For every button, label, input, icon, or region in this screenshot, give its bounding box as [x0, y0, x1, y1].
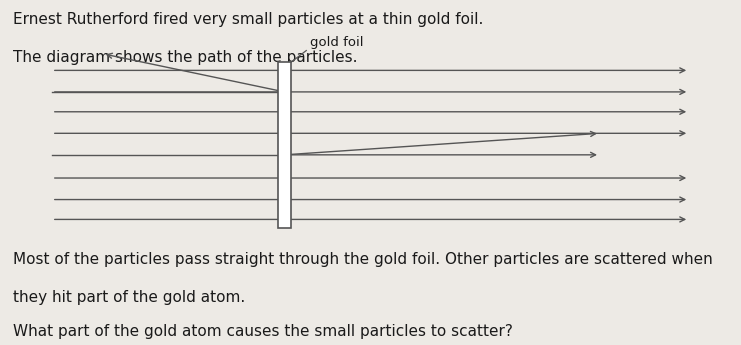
Text: The diagram shows the path of the particles.: The diagram shows the path of the partic… [13, 50, 358, 65]
Text: Ernest Rutherford fired very small particles at a thin gold foil.: Ernest Rutherford fired very small parti… [13, 12, 484, 27]
Bar [278, 62, 291, 228]
Text: gold foil: gold foil [310, 36, 363, 49]
Text: Most of the particles pass straight through the gold foil. Other particles are s: Most of the particles pass straight thro… [13, 252, 713, 267]
Text: they hit part of the gold atom.: they hit part of the gold atom. [13, 290, 245, 305]
Text: What part of the gold atom causes the small particles to scatter?: What part of the gold atom causes the sm… [13, 324, 514, 339]
